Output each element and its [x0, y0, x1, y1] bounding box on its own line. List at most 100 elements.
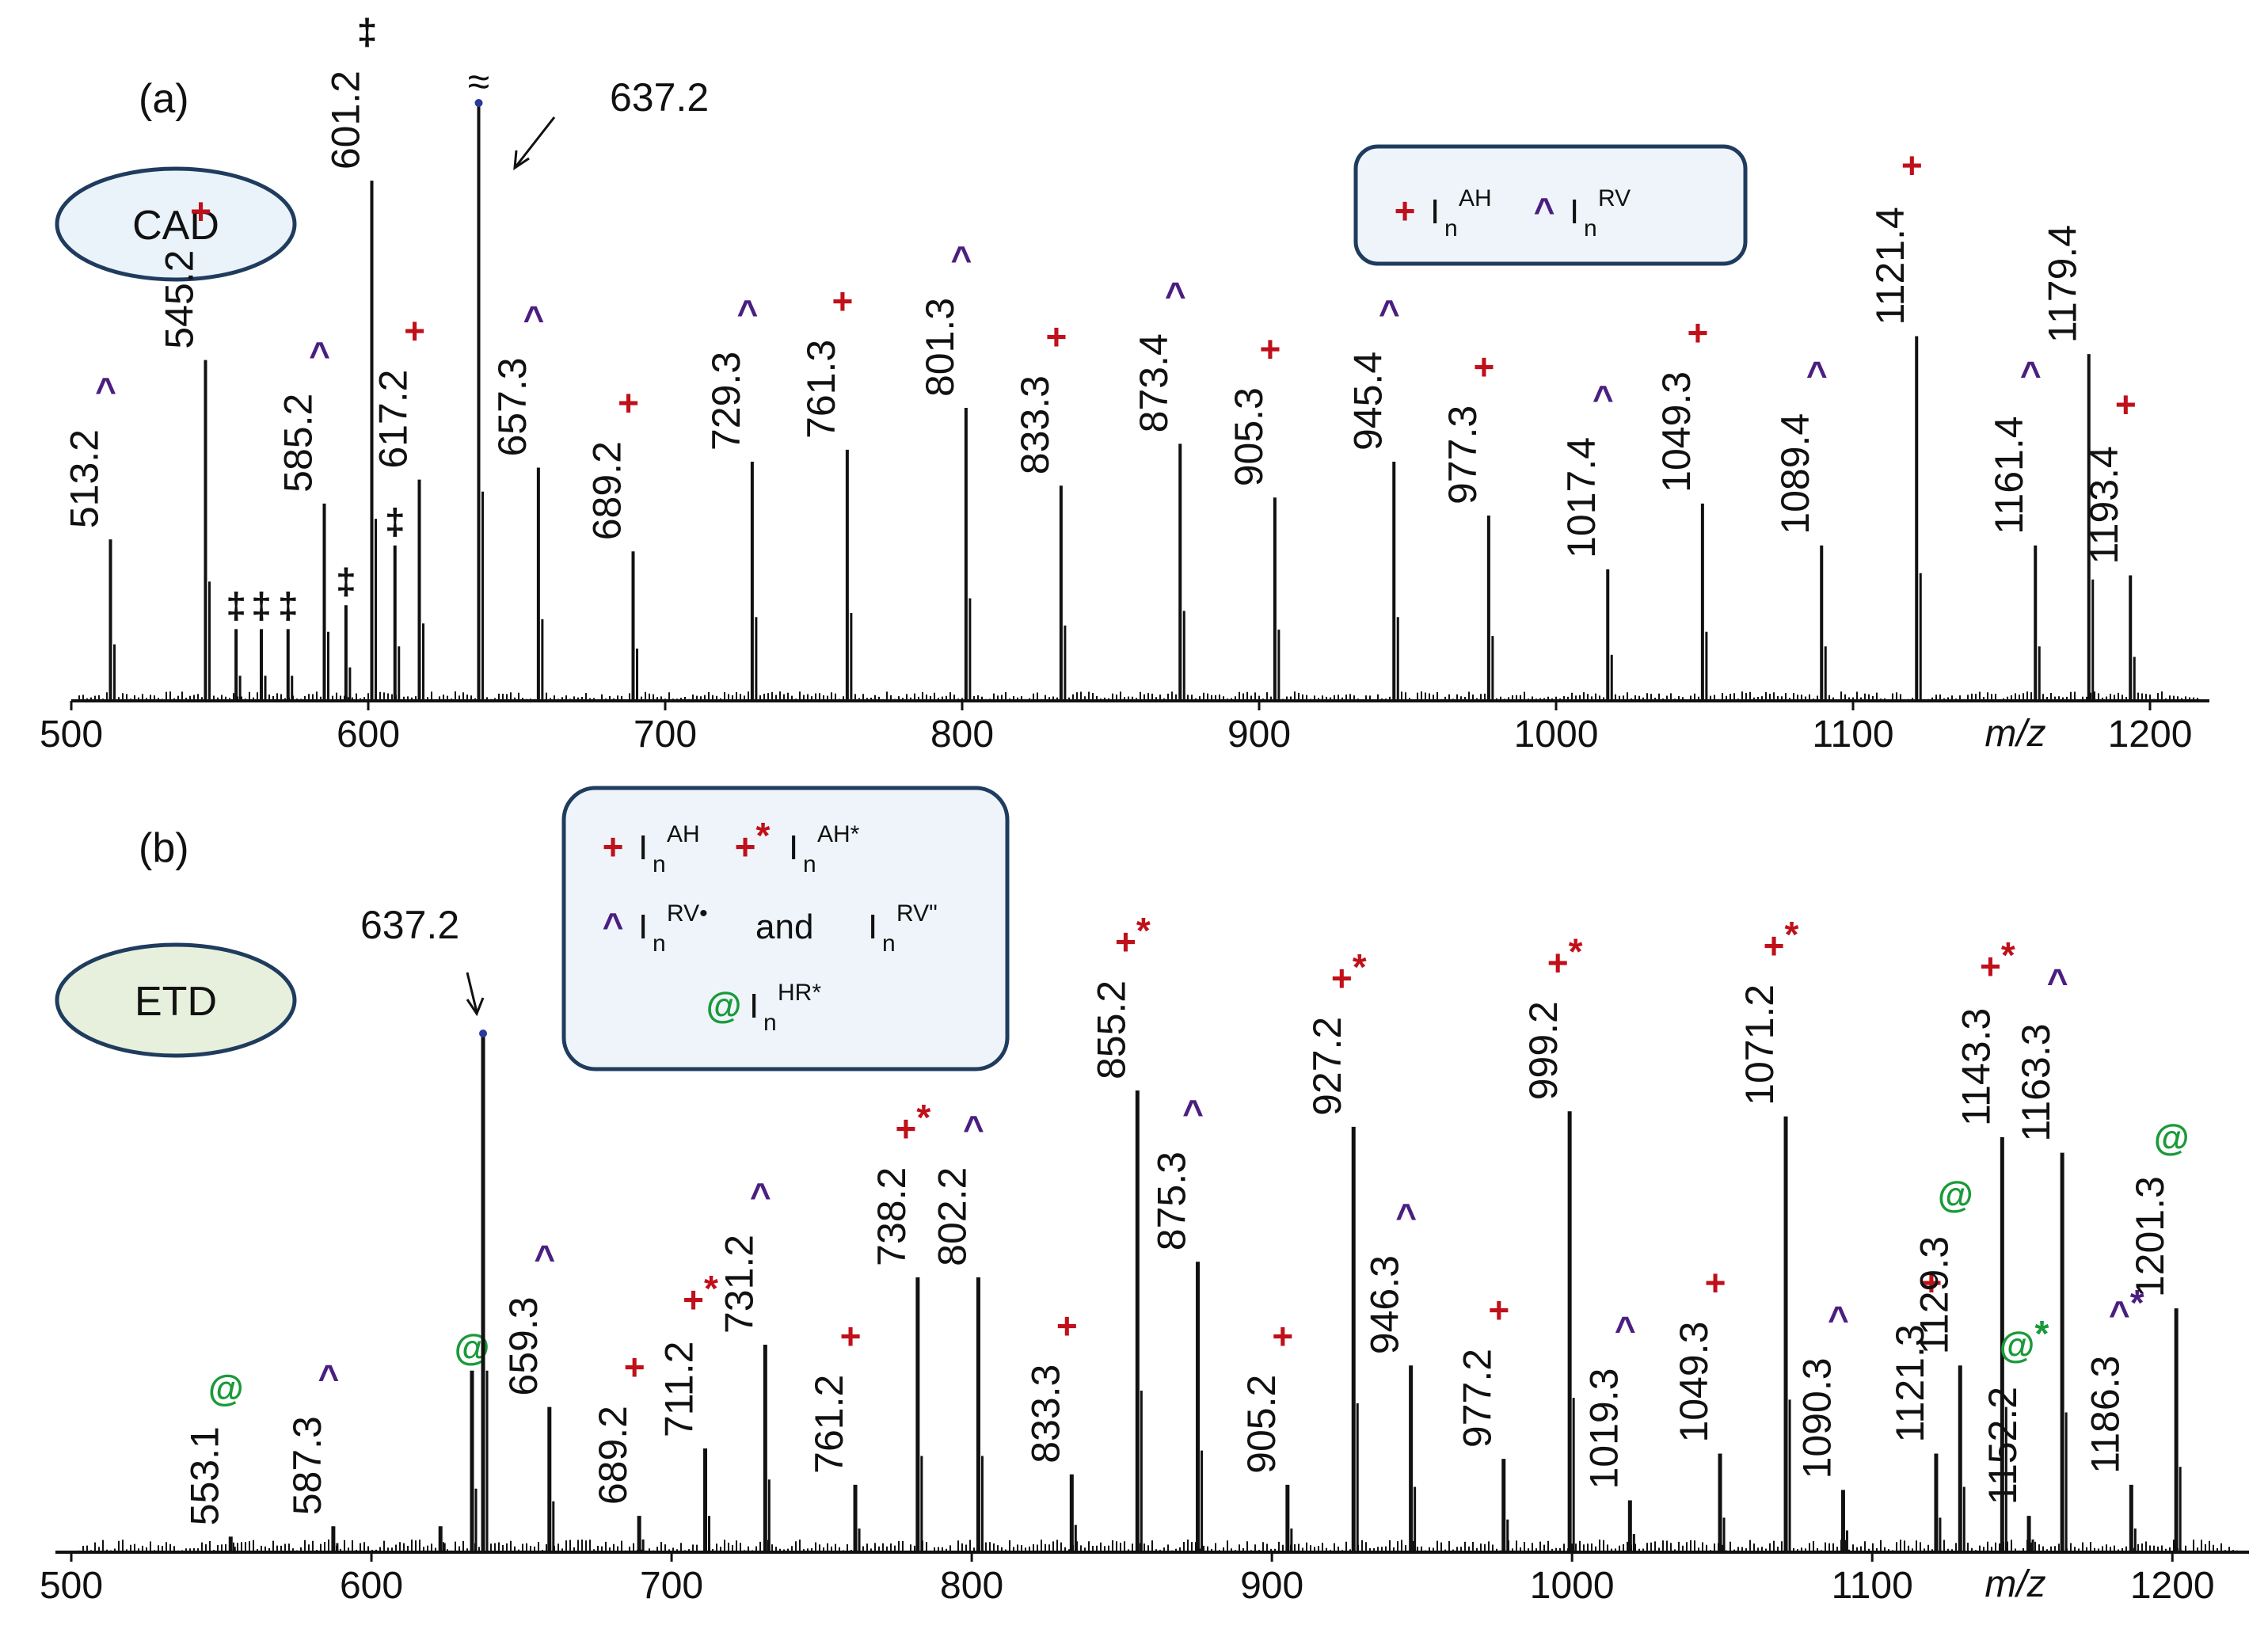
legend-subscript: n [1584, 215, 1597, 242]
peak-mz-label: 999.2 [1521, 1001, 1566, 1100]
panel-b-label: (b) [139, 825, 189, 871]
peak-mz-label: 1121.4 [1868, 207, 1912, 325]
peak-mz-label: 553.1 [182, 1426, 226, 1525]
peak-ion-symbol: + [1259, 328, 1281, 369]
x-tick-label: 1100 [1832, 1565, 1913, 1607]
peak-ion-symbol: ‡ [336, 561, 356, 602]
peak-ion-symbol: ‡ [357, 11, 378, 52]
peak-ion-symbol: ‡ [251, 584, 272, 626]
peak-ion-symbol: + [2115, 383, 2137, 424]
peak-ion-symbol: + [1473, 346, 1494, 387]
legend-superscript: RV" [896, 900, 938, 927]
peak-ion-symbol: ^ [1593, 378, 1614, 419]
peak-ion-symbol: ^* [2109, 1282, 2144, 1334]
peak-mz-label: 977.2 [1456, 1349, 1500, 1448]
peak-ion-symbol: + [624, 1346, 645, 1387]
peak-ion-symbol: ^ [750, 1175, 771, 1216]
peak-ion-symbol: ^ [534, 1238, 555, 1279]
legend-subscript: n [763, 1010, 777, 1036]
peak-ion-symbol: + [831, 280, 853, 322]
peak-ion-symbol: +* [1115, 910, 1151, 962]
legend-symbol: ^ [603, 905, 624, 946]
legend-ion-name: I [1430, 192, 1440, 231]
legend-subscript: n [1444, 215, 1458, 242]
baseline-noise [78, 1540, 2238, 1552]
peak-ion-symbol: + [1056, 1305, 1078, 1346]
x-tick-label: 600 [337, 714, 400, 756]
peak-mz-label: 1129.3 [1912, 1236, 1956, 1354]
peak-ion-symbol: @ [1938, 1174, 1973, 1215]
precursor-arrow-b [466, 972, 478, 1013]
peak-mz-label: 1161.4 [1987, 416, 2031, 534]
x-tick-label: 1000 [1530, 1565, 1615, 1607]
peak-mz-label: 1019.3 [1581, 1368, 1626, 1490]
x-tick-label: 900 [1227, 714, 1291, 756]
peak-mz-label: 1201.3 [2128, 1176, 2172, 1297]
peak-ion-symbol: @ [208, 1367, 244, 1408]
etd-method-label: ETD [135, 979, 217, 1025]
legend-subscript: n [803, 851, 816, 877]
peak-mz-label: 738.2 [870, 1167, 914, 1266]
legend-ion-name: I [1570, 192, 1579, 231]
legend-ion-name: I [789, 828, 798, 867]
peak-ion-symbol: ^ [318, 1357, 339, 1398]
x-tick-label: 700 [634, 714, 697, 756]
peak-ion-symbol: + [840, 1315, 862, 1357]
x-tick-label: 1100 [1812, 714, 1893, 756]
legend-symbol: +* [735, 815, 771, 867]
peak-ion-symbol: ‡ [278, 584, 299, 626]
x-ticks-a: 500 600 700 800 900 1000 1100 1200 [40, 701, 2192, 756]
peak-mz-label: 659.3 [501, 1296, 546, 1395]
x-tick-label: 500 [40, 714, 103, 756]
legend-superscript: RV• [667, 900, 708, 927]
peak-ion-symbol: +* [1980, 934, 2015, 987]
precursor-label-b: 637.2 [360, 903, 459, 947]
precursor-marker [479, 1030, 488, 1037]
peak-mz-label: 945.4 [1345, 352, 1390, 451]
peak-ion-symbol: +* [1764, 914, 1799, 966]
peak-mz-label: 761.2 [807, 1375, 851, 1474]
x-tick-label: 900 [1240, 1565, 1303, 1607]
legend-ion-name: I [638, 828, 648, 867]
peak-mz-label: 545.2 [158, 250, 202, 349]
peak-mz-label: 513.2 [63, 429, 107, 528]
peak-ion-symbol: ‡ [226, 584, 246, 626]
x-tick-label: 600 [340, 1565, 403, 1607]
x-tick-label: 800 [940, 1565, 1003, 1607]
peak-mz-label: 689.2 [591, 1406, 635, 1505]
peak-mz-label: 833.3 [1013, 375, 1057, 474]
peak-mz-label: 617.2 [371, 370, 416, 469]
peak-mz-label: 875.3 [1150, 1151, 1194, 1250]
peak-mz-label: 946.3 [1363, 1255, 1407, 1354]
peak-ion-symbol: ^ [1165, 274, 1186, 315]
peak-ion-symbol: ^ [950, 238, 972, 280]
peak-mz-label: 1049.3 [1672, 1322, 1716, 1443]
peak-ion-symbol: +* [895, 1097, 930, 1149]
legend-symbol: ^ [1534, 190, 1555, 231]
peak-ion-symbol: + [1045, 316, 1067, 357]
peak-mz-label: 855.2 [1089, 980, 1133, 1079]
peak-mz-label: 689.2 [585, 441, 630, 540]
peak-mz-label: 905.3 [1227, 387, 1271, 486]
peak-mz-label: 1143.3 [1954, 1008, 1998, 1126]
x-ticks-b: 500 600 700 800 900 1000 1100 1200 [40, 1552, 2215, 1607]
precursor-arrowhead-b [466, 997, 485, 1017]
peak-mz-label: 1179.4 [2041, 225, 2085, 343]
peak-ion-symbol: +* [1547, 931, 1583, 983]
peak-mz-label: 833.3 [1023, 1364, 1067, 1463]
peak-ion-symbol: ^ [309, 334, 330, 375]
peak-mz-label: 977.3 [1440, 405, 1485, 504]
peak-ion-symbol: + [1488, 1289, 1509, 1330]
peak-mz-label: 761.3 [799, 340, 843, 439]
legend-superscript: HR* [778, 980, 821, 1006]
legend-superscript: RV [1598, 185, 1631, 211]
x-tick-label: 1200 [2108, 714, 2193, 756]
peak-mz-label: 585.2 [276, 394, 321, 493]
peak-ion-symbol: ^ [523, 299, 544, 340]
peak-ion-symbol: + [404, 310, 425, 352]
peaks-a: 513.2^545.2+‡ ‡ ‡585.2^‡601.2‡‡617.2+≈657.… [63, 11, 2198, 701]
peak-ion-symbol: + [1705, 1262, 1726, 1304]
peak-ion-symbol: ^ [1806, 354, 1828, 395]
